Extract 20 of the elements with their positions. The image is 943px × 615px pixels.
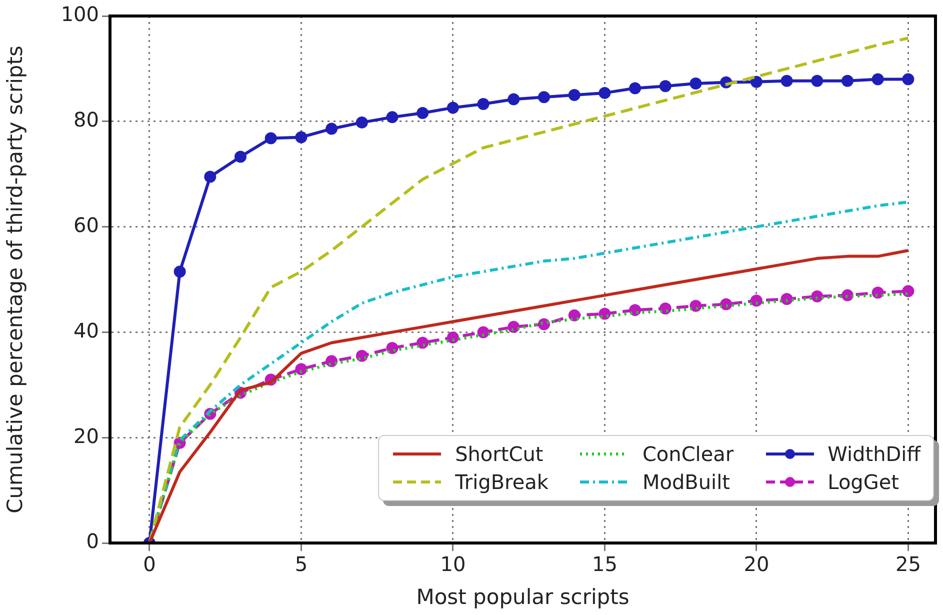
y-tick-label: 80 <box>74 108 99 132</box>
y-axis-title: Cumulative percentage of third-party scripts <box>3 46 28 514</box>
legend-label: TrigBreak <box>455 470 548 494</box>
legend-label: ConClear <box>642 442 734 466</box>
x-tick-label: 20 <box>744 552 770 576</box>
y-tick-label: 40 <box>74 318 99 342</box>
legend-label: ModBuilt <box>642 470 730 494</box>
legend-label: WidthDiff <box>828 442 920 466</box>
x-tick-label: 5 <box>294 552 308 576</box>
x-tick-label: 25 <box>895 552 921 576</box>
x-tick-label: 10 <box>440 552 466 576</box>
legend-label: ShortCut <box>455 442 544 466</box>
y-tick-label: 100 <box>60 2 99 26</box>
x-tick-label: 0 <box>143 552 156 576</box>
x-tick-label: 15 <box>592 552 618 576</box>
y-tick-label: 0 <box>86 529 99 554</box>
y-tick-label: 20 <box>74 424 99 448</box>
x-axis-title: Most popular scripts <box>416 584 630 609</box>
y-tick-label: 60 <box>74 213 99 238</box>
legend-label: LogGet <box>828 470 900 494</box>
